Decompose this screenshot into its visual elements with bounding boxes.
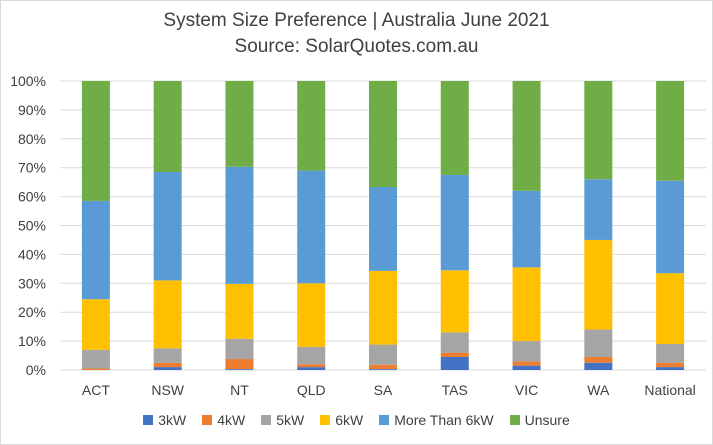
y-tick-label: 100% <box>10 73 46 89</box>
bar-segment <box>297 346 326 365</box>
bar-segment <box>225 81 254 167</box>
x-tick-label: NT <box>230 382 249 398</box>
x-tick-label: TAS <box>442 382 468 398</box>
bar-segment <box>584 356 613 363</box>
bar-segment <box>656 273 685 344</box>
bar-segment <box>81 299 110 350</box>
legend-swatch <box>202 415 213 425</box>
bar-segment <box>369 187 397 271</box>
bar-segment <box>297 283 326 347</box>
legend-item: Unsure <box>509 412 570 428</box>
bar-segment <box>225 338 254 360</box>
legend-item: 3kW <box>143 412 186 428</box>
bar-segment <box>153 172 182 281</box>
legend-swatch <box>320 415 331 425</box>
bar-segment <box>584 362 613 370</box>
bar-segment <box>225 283 254 339</box>
chart-subtitle: Source: SolarQuotes.com.au <box>234 36 479 57</box>
x-tick-label: National <box>644 382 695 398</box>
y-tick-label: 20% <box>18 304 46 320</box>
legend-label: More Than 6kW <box>394 412 494 428</box>
bar-segment <box>225 166 254 284</box>
y-tick-label: 10% <box>18 333 46 349</box>
legend-label: Unsure <box>524 412 570 428</box>
bar-segment <box>440 356 469 370</box>
x-tick-label: QLD <box>297 382 326 398</box>
bar-segment <box>297 170 326 284</box>
bar-segment <box>225 369 254 370</box>
bar-segment <box>584 179 613 240</box>
bar-segment <box>584 239 613 330</box>
bar-segment <box>440 352 469 357</box>
bar-segment <box>81 368 110 370</box>
bar-segment <box>81 200 110 300</box>
bar-segment <box>81 349 110 369</box>
legend-label: 6kW <box>335 412 364 428</box>
bar-segment <box>153 367 182 370</box>
x-axis: ACT NSW NT QLD SA TAS VIC WA National <box>82 382 696 398</box>
y-tick-label: 30% <box>18 275 46 291</box>
legend-swatch <box>143 415 154 425</box>
bar-segment <box>512 267 541 342</box>
legend-label: 4kW <box>217 412 246 428</box>
bar-segment <box>369 364 397 370</box>
bar-segment <box>153 348 182 363</box>
x-tick-label: NSW <box>151 382 184 398</box>
legend-item: 4kW <box>202 412 245 428</box>
bar-segment <box>512 341 541 362</box>
y-tick-label: 40% <box>18 246 46 262</box>
y-tick-label: 0% <box>26 362 46 378</box>
y-tick-label: 70% <box>18 160 46 176</box>
bar-segment <box>369 81 397 188</box>
y-tick-label: 90% <box>18 102 46 118</box>
bar-segment <box>656 343 685 363</box>
bar-segment <box>440 81 469 175</box>
legend-item: 6kW <box>320 412 363 428</box>
chart-title: System Size Preference | Australia June … <box>163 10 550 31</box>
legend-swatch <box>379 415 390 425</box>
x-tick-label: ACT <box>82 382 110 398</box>
y-axis: 0% 10% 20% 30% 40% 50% 60% 70% 80% 90% 100% <box>10 73 46 378</box>
legend: 3kW 4kW 5kW 6kW More Than 6kW Unsure <box>0 412 713 428</box>
bar-segment <box>297 367 326 370</box>
bars <box>81 81 685 370</box>
bar-segment <box>440 270 469 333</box>
x-tick-label: VIC <box>515 382 538 398</box>
bar-segment <box>153 280 182 349</box>
bar-segment <box>512 365 541 370</box>
bar-segment <box>369 369 397 370</box>
bar-segment <box>297 81 326 171</box>
x-tick-label: SA <box>374 382 393 398</box>
legend-label: 3kW <box>158 412 187 428</box>
bar-segment <box>656 362 685 368</box>
x-tick-label: WA <box>587 382 610 398</box>
bar-segment <box>369 270 397 345</box>
bar-segment <box>369 344 397 365</box>
y-tick-label: 60% <box>18 189 46 205</box>
bar-segment <box>440 332 469 353</box>
bar-segment <box>153 362 182 368</box>
bar-segment <box>584 329 613 357</box>
bar-segment <box>512 361 541 366</box>
legend-swatch <box>509 415 520 425</box>
bar-segment <box>153 81 182 173</box>
legend-item: 5kW <box>261 412 304 428</box>
bar-segment <box>584 81 613 180</box>
bar-segment <box>512 190 541 268</box>
bar-segment <box>656 81 685 181</box>
chart-header: System Size Preference | Australia June … <box>0 8 713 60</box>
y-tick-label: 80% <box>18 131 46 147</box>
legend-item: More Than 6kW <box>379 412 494 428</box>
bar-segment <box>225 359 254 370</box>
bar-segment <box>656 367 685 370</box>
bar-segment <box>81 81 110 201</box>
bar-segment <box>512 81 541 191</box>
bar-segment <box>656 180 685 274</box>
y-tick-label: 50% <box>18 218 46 234</box>
bar-segment <box>440 174 469 271</box>
legend-swatch <box>261 415 272 425</box>
bar-segment <box>297 364 326 368</box>
legend-label: 5kW <box>276 412 305 428</box>
